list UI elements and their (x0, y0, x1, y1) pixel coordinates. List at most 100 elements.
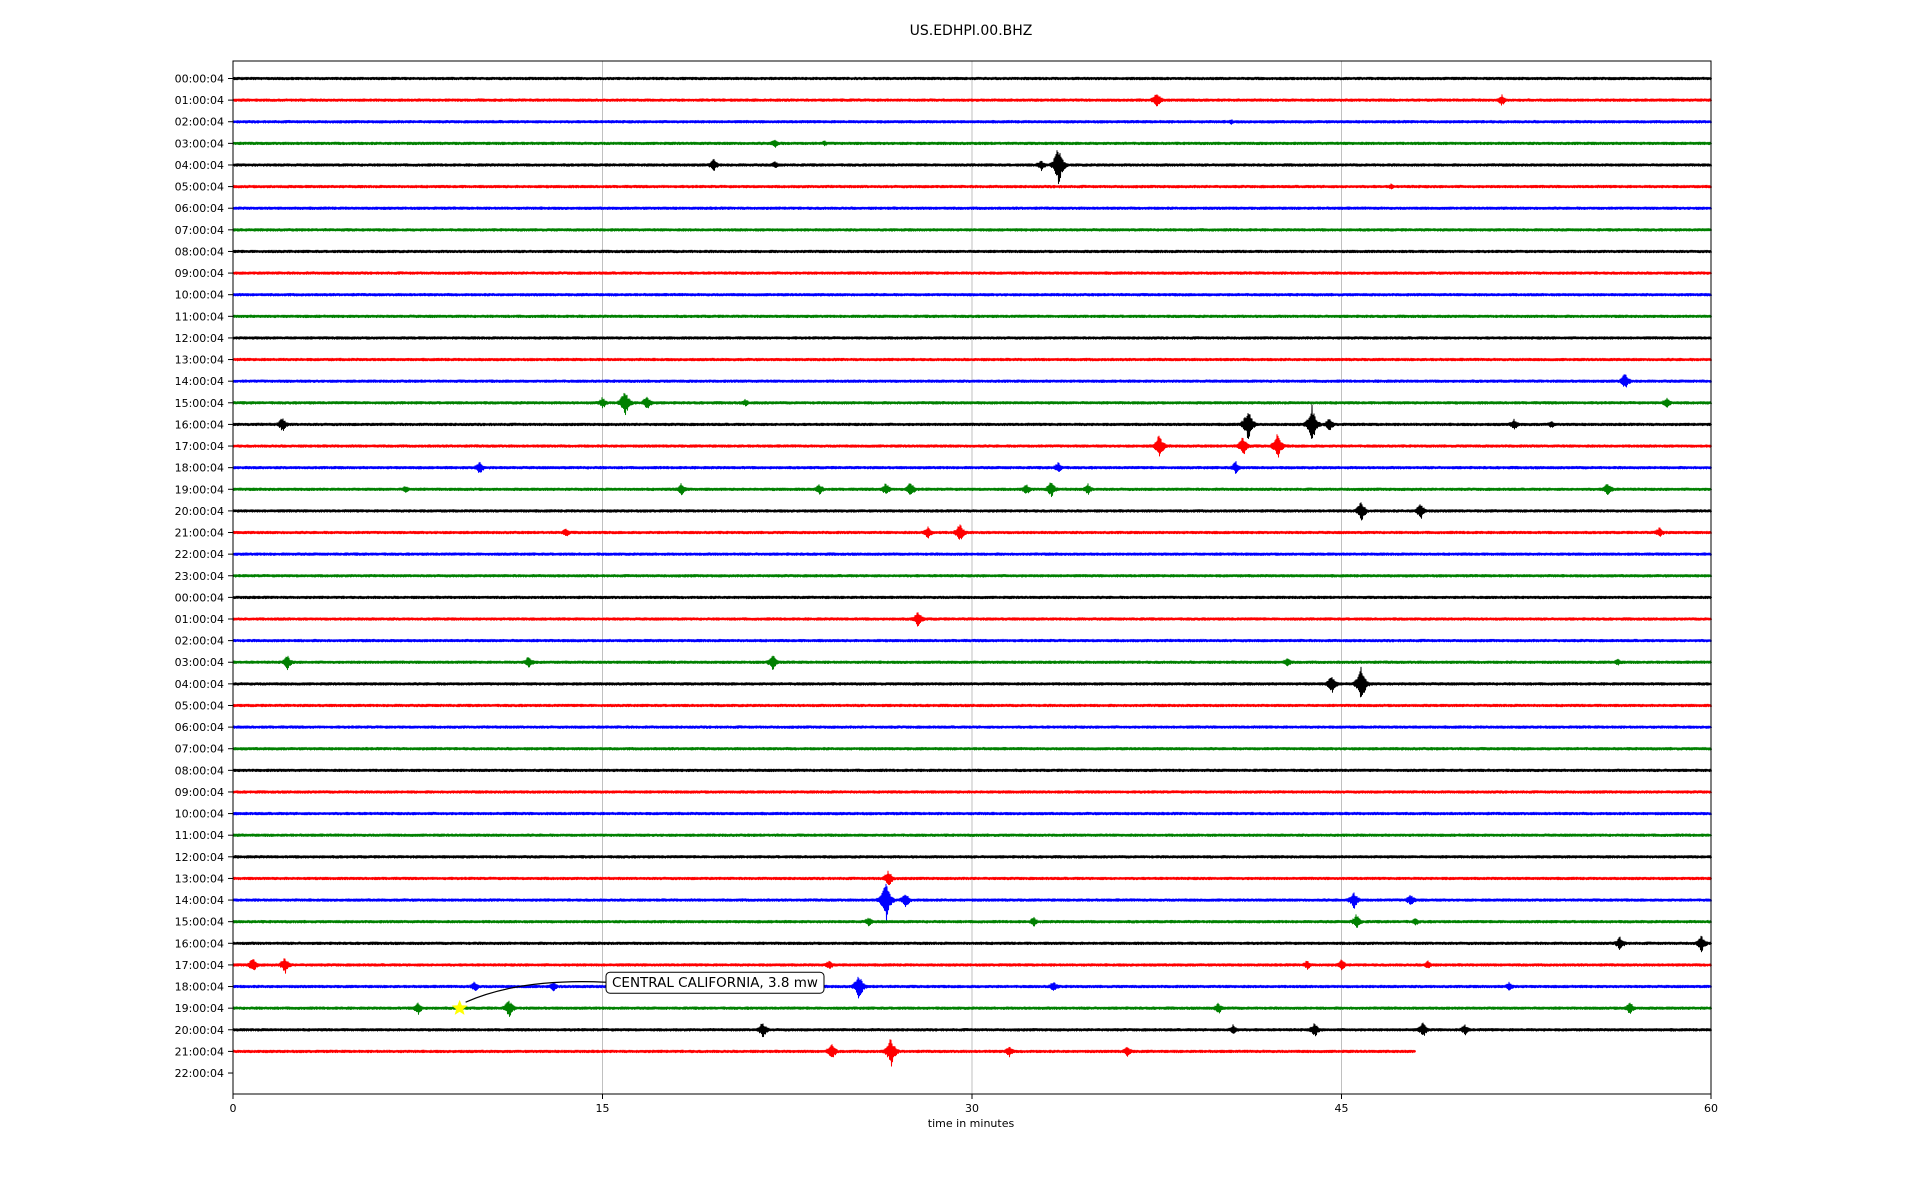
y-tick-label: 10:00:04 (175, 289, 224, 302)
y-tick-label: 07:00:04 (175, 743, 224, 756)
x-tick-label: 60 (1704, 1102, 1718, 1115)
x-tick-label: 15 (596, 1102, 610, 1115)
trace-row-40 (232, 935, 1712, 953)
trace-row-3 (232, 139, 1712, 148)
trace-row-16 (232, 404, 1712, 439)
trace-row-17 (232, 434, 1712, 458)
y-tick-label: 08:00:04 (175, 764, 224, 777)
y-tick-label: 11:00:04 (175, 310, 224, 323)
trace-row-1 (232, 94, 1712, 107)
y-tick-label: 05:00:04 (175, 699, 224, 712)
y-tick-label: 07:00:04 (175, 224, 224, 237)
trace-row-30 (232, 725, 1712, 729)
trace-row-44 (232, 1022, 1712, 1038)
trace-row-26 (232, 638, 1712, 643)
trace-row-15 (232, 392, 1712, 416)
y-tick-label: 03:00:04 (175, 656, 224, 669)
trace-row-41 (232, 958, 1712, 974)
grid-lines (602, 61, 1342, 1094)
y-tick-label: 15:00:04 (175, 916, 224, 929)
x-axis-label: time in minutes (928, 1117, 1015, 1130)
trace-row-14 (232, 374, 1712, 388)
trace-row-28 (232, 666, 1712, 698)
y-tick-label: 12:00:04 (175, 851, 224, 864)
trace-row-39 (232, 914, 1712, 928)
trace-row-36 (232, 855, 1712, 859)
y-tick-label: 11:00:04 (175, 829, 224, 842)
y-tick-label: 13:00:04 (175, 354, 224, 367)
y-tick-label: 08:00:04 (175, 245, 224, 258)
y-tick-label: 14:00:04 (175, 375, 224, 388)
y-tick-label: 01:00:04 (175, 94, 224, 107)
trace-row-9 (232, 271, 1712, 275)
y-tick-label: 06:00:04 (175, 202, 224, 215)
y-tick-label: 18:00:04 (175, 981, 224, 994)
y-tick-label: 23:00:04 (175, 570, 224, 583)
trace-row-27 (232, 655, 1712, 671)
trace-row-12 (232, 336, 1712, 340)
y-tick-label: 16:00:04 (175, 418, 224, 431)
y-tick-label: 09:00:04 (175, 267, 224, 280)
y-tick-label: 19:00:04 (175, 1002, 224, 1015)
y-tick-label: 14:00:04 (175, 894, 224, 907)
trace-row-38 (232, 883, 1712, 921)
y-tick-label: 01:00:04 (175, 613, 224, 626)
y-tick-label: 06:00:04 (175, 721, 224, 734)
y-tick-label: 15:00:04 (175, 397, 224, 410)
trace-row-13 (232, 357, 1712, 362)
trace-row-21 (232, 524, 1712, 540)
trace-row-45 (232, 1039, 1416, 1067)
y-tick-label: 09:00:04 (175, 786, 224, 799)
trace-row-23 (232, 574, 1712, 578)
x-ticks: 0 15 30 45 60 (230, 1094, 1718, 1115)
x-tick-label: 45 (1335, 1102, 1349, 1115)
trace-row-6 (232, 206, 1712, 210)
annotation-label: CENTRAL CALIFORNIA, 3.8 mw (612, 975, 818, 991)
x-tick-label: 30 (965, 1102, 979, 1115)
trace-row-0 (232, 76, 1712, 81)
y-tick-label: 04:00:04 (175, 678, 224, 691)
traces (232, 76, 1712, 1067)
trace-row-31 (232, 746, 1712, 751)
y-tick-label: 22:00:04 (175, 1067, 224, 1080)
plot-frame (232, 60, 1712, 1095)
trace-row-29 (232, 703, 1712, 708)
trace-row-42 (232, 976, 1712, 999)
y-tick-label: 04:00:04 (175, 159, 224, 172)
trace-row-37 (232, 870, 1712, 886)
trace-row-22 (232, 552, 1712, 556)
y-tick-label: 13:00:04 (175, 872, 224, 885)
trace-row-8 (232, 249, 1712, 254)
x-tick-label: 0 (230, 1102, 237, 1115)
y-tick-label: 21:00:04 (175, 1045, 224, 1058)
annotation-connector (465, 981, 607, 1003)
trace-row-20 (232, 502, 1712, 521)
trace-row-35 (232, 833, 1712, 837)
trace-row-33 (232, 790, 1712, 794)
trace-row-7 (232, 228, 1712, 232)
event-annotation: CENTRAL CALIFORNIA, 3.8 mw (451, 971, 825, 1015)
y-tick-label: 10:00:04 (175, 808, 224, 821)
y-tick-label: 00:00:04 (175, 591, 224, 604)
y-tick-label: 03:00:04 (175, 137, 224, 150)
y-tick-label: 02:00:04 (175, 116, 224, 129)
trace-row-19 (232, 482, 1712, 498)
y-tick-label: 05:00:04 (175, 181, 224, 194)
trace-row-24 (232, 595, 1712, 600)
trace-row-34 (232, 811, 1712, 816)
y-tick-label: 17:00:04 (175, 440, 224, 453)
chart-title: US.EDHPI.00.BHZ (910, 23, 1033, 39)
trace-row-32 (232, 768, 1712, 773)
y-tick-labels: 00:00:04 01:00:04 02:00:04 03:00:04 04:00:04… (175, 73, 233, 1080)
y-tick-label: 22:00:04 (175, 548, 224, 561)
annotation-box (605, 971, 825, 994)
trace-row-18 (232, 461, 1712, 474)
y-tick-label: 12:00:04 (175, 332, 224, 345)
y-tick-label: 00:00:04 (175, 73, 224, 86)
y-tick-label: 18:00:04 (175, 462, 224, 475)
trace-row-25 (232, 612, 1712, 627)
trace-row-2 (232, 119, 1712, 125)
y-tick-label: 02:00:04 (175, 635, 224, 648)
y-tick-label: 20:00:04 (175, 505, 224, 518)
